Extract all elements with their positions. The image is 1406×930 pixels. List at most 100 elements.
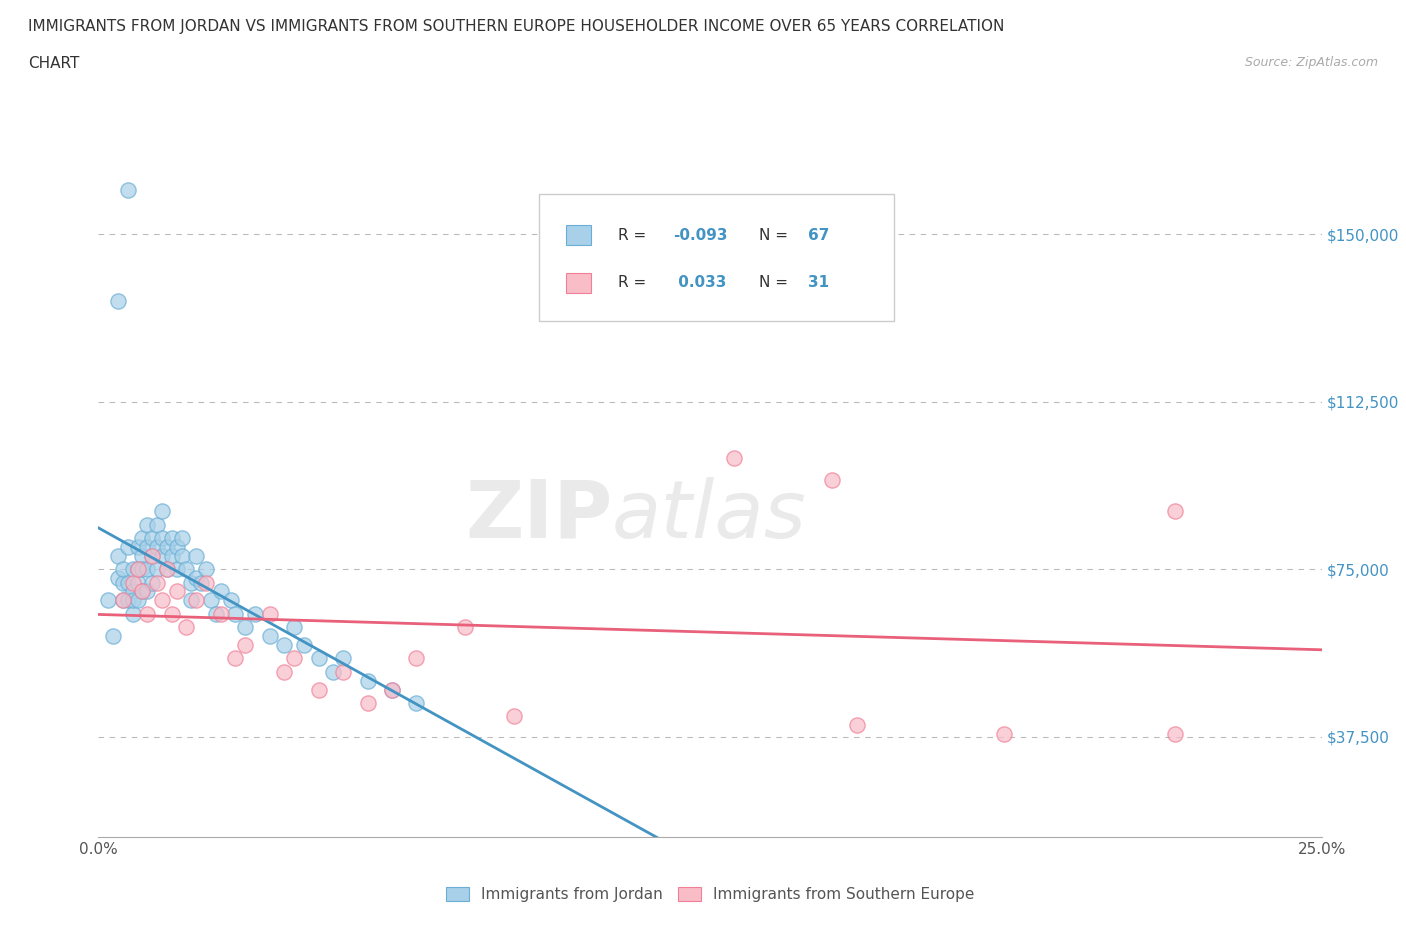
Point	[150, 593, 173, 608]
Point	[127, 562, 149, 577]
Point	[308, 683, 330, 698]
Point	[131, 584, 153, 599]
Text: R =: R =	[619, 228, 651, 243]
Point	[101, 629, 124, 644]
Point	[121, 584, 143, 599]
Point	[186, 549, 208, 564]
Point	[146, 575, 169, 590]
Point	[1164, 504, 1187, 519]
Bar	[565, 272, 592, 293]
Point	[127, 562, 149, 577]
Point	[166, 539, 188, 554]
Point	[233, 619, 256, 634]
Point	[107, 571, 129, 586]
Point	[131, 584, 153, 599]
Point	[150, 549, 173, 564]
Point	[121, 593, 143, 608]
Point	[156, 539, 179, 554]
Point	[127, 593, 149, 608]
Point	[121, 575, 143, 590]
Point	[117, 593, 139, 608]
Point	[156, 562, 179, 577]
Point	[166, 562, 188, 577]
Point	[131, 562, 153, 577]
Point	[166, 584, 188, 599]
Point	[283, 619, 305, 634]
Point	[200, 593, 222, 608]
Point	[170, 530, 193, 545]
Point	[136, 584, 159, 599]
Point	[224, 651, 246, 666]
Point	[259, 629, 281, 644]
Point	[332, 651, 354, 666]
Text: atlas: atlas	[612, 476, 807, 554]
Point	[117, 539, 139, 554]
Text: R =: R =	[619, 275, 651, 290]
Point	[195, 575, 218, 590]
Point	[97, 593, 120, 608]
Point	[136, 562, 159, 577]
Point	[186, 593, 208, 608]
Point	[224, 606, 246, 621]
Text: 31: 31	[808, 275, 830, 290]
Point	[107, 549, 129, 564]
Text: N =: N =	[759, 275, 793, 290]
Point	[131, 530, 153, 545]
Point	[141, 530, 163, 545]
Point	[141, 575, 163, 590]
Legend: Immigrants from Jordan, Immigrants from Southern Europe: Immigrants from Jordan, Immigrants from …	[439, 880, 981, 910]
Point	[131, 549, 153, 564]
Point	[205, 606, 228, 621]
Point	[1164, 727, 1187, 742]
Point	[356, 696, 378, 711]
Point	[993, 727, 1015, 742]
Point	[723, 450, 745, 465]
Point	[121, 606, 143, 621]
Point	[136, 539, 159, 554]
Text: 0.033: 0.033	[673, 275, 727, 290]
Point	[117, 182, 139, 197]
Text: 67: 67	[808, 228, 830, 243]
Point	[107, 294, 129, 309]
Point	[209, 584, 232, 599]
Point	[170, 549, 193, 564]
Point	[117, 575, 139, 590]
Point	[160, 549, 183, 564]
Point	[111, 562, 134, 577]
Point	[190, 575, 212, 590]
Point	[180, 575, 202, 590]
Point	[273, 664, 295, 679]
Point	[156, 562, 179, 577]
Text: ZIP: ZIP	[465, 476, 612, 554]
Point	[121, 562, 143, 577]
Point	[176, 619, 198, 634]
Text: N =: N =	[759, 228, 793, 243]
Point	[845, 718, 868, 733]
Point	[273, 638, 295, 653]
Point	[160, 606, 183, 621]
Point	[259, 606, 281, 621]
Point	[180, 593, 202, 608]
Point	[405, 651, 427, 666]
Point	[381, 683, 404, 698]
Point	[283, 651, 305, 666]
Point	[146, 539, 169, 554]
Point	[219, 593, 242, 608]
Point	[243, 606, 266, 621]
Point	[356, 673, 378, 688]
Point	[233, 638, 256, 653]
Point	[150, 504, 173, 519]
Text: Source: ZipAtlas.com: Source: ZipAtlas.com	[1244, 56, 1378, 69]
Point	[141, 549, 163, 564]
Point	[111, 593, 134, 608]
Point	[292, 638, 315, 653]
Bar	[565, 225, 592, 246]
Point	[332, 664, 354, 679]
Point	[322, 664, 344, 679]
Text: CHART: CHART	[28, 56, 80, 71]
Point	[160, 530, 183, 545]
Point	[111, 575, 134, 590]
FancyBboxPatch shape	[538, 194, 894, 322]
Point	[821, 472, 844, 487]
Text: IMMIGRANTS FROM JORDAN VS IMMIGRANTS FROM SOUTHERN EUROPE HOUSEHOLDER INCOME OVE: IMMIGRANTS FROM JORDAN VS IMMIGRANTS FRO…	[28, 19, 1004, 33]
